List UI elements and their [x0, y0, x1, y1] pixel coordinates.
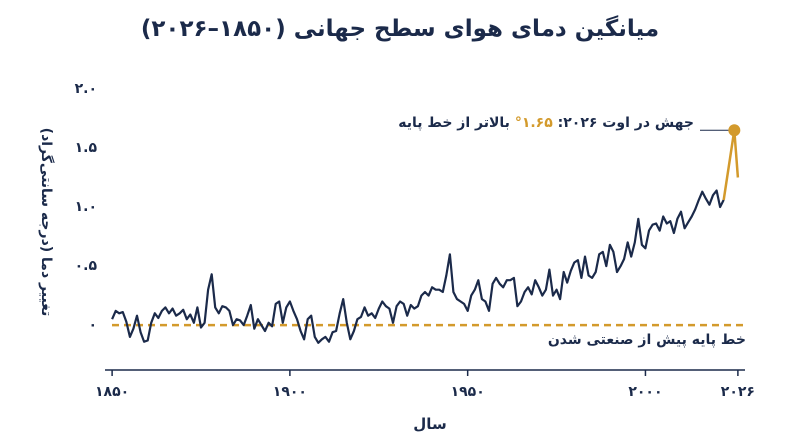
peak-marker	[728, 124, 741, 137]
x-tick-label: ۱۹۰۰	[273, 384, 307, 400]
y-tick-label: ۱.۰	[75, 199, 97, 215]
line-series	[722, 128, 740, 201]
x-tick-label: ۲۰۲۶	[721, 384, 755, 400]
y-tick-label: ۲.۰	[75, 81, 97, 97]
y-tick-label: ۰	[88, 317, 97, 333]
line-series	[111, 189, 725, 344]
y-tick-label: ۱.۵	[75, 140, 98, 156]
x-tick-label: ۱۸۵۰	[95, 384, 129, 400]
x-axis-label: سال	[413, 415, 447, 433]
y-axis-label: تغییر دما (درجه سانتی‌گراد)	[38, 127, 54, 317]
annotation-text: بالاتر از خط پایه	[398, 115, 510, 131]
annotation: جهش در اوت ۲۰۲۶: ۱.۶۵° بالاتر از خط پایه	[398, 115, 694, 131]
baseline-label: خط پایه پیش از صنعتی شدن	[547, 332, 746, 348]
annotation-text: جهش در اوت ۲۰۲۶:	[557, 115, 694, 131]
x-tick-label: ۲۰۰۰	[628, 384, 662, 400]
y-tick-label: ۰.۵	[75, 258, 98, 274]
annotation-highlight: ۱.۶۵°	[514, 115, 553, 131]
chart-title: میانگین دمای هوای سطح جهانی (۱۸۵۰–۲۰۲۶)	[140, 16, 660, 42]
x-tick-label: ۱۹۵۰	[451, 384, 485, 400]
